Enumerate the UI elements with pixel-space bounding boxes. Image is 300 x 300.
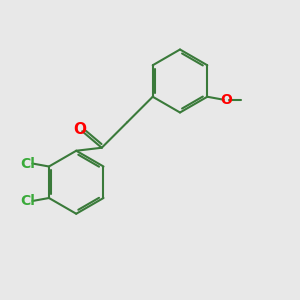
Text: O: O	[220, 93, 232, 107]
Text: Cl: Cl	[20, 157, 35, 170]
Text: Cl: Cl	[20, 194, 35, 208]
Text: O: O	[74, 122, 87, 136]
